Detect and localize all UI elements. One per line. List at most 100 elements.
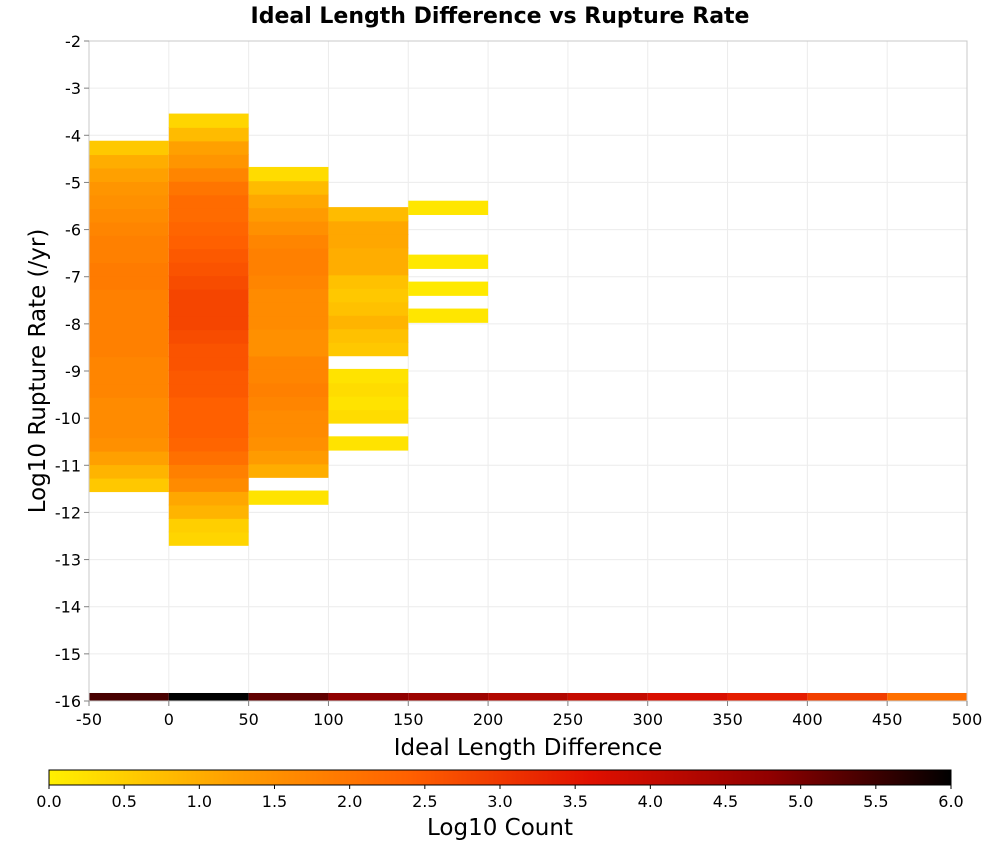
heatmap-cells [89, 113, 489, 546]
heatmap-cell [248, 382, 329, 397]
x-tick-label: 300 [632, 710, 663, 729]
heatmap-cell [89, 396, 169, 412]
heatmap-cell [168, 140, 249, 155]
colorbar-tick-label: 5.5 [863, 792, 888, 811]
heatmap-cell [168, 275, 249, 290]
colorbar-tick-label: 5.0 [788, 792, 813, 811]
heatmap-cell [248, 450, 329, 465]
heatmap-cell [248, 234, 329, 249]
heatmap-cell [89, 248, 169, 263]
y-tick-label: -11 [55, 456, 81, 475]
x-axis-ticks: -50 0 50 100 150 200 250 300 350 400 450 500 [76, 701, 982, 729]
heatmap-cell [168, 261, 249, 277]
heatmap-cell [168, 423, 249, 438]
heatmap-cell [168, 356, 249, 371]
heatmap-cell [168, 194, 249, 209]
x-tick-label: 0 [164, 710, 174, 729]
chart-title: Ideal Length Difference vs Rupture Rate [251, 4, 750, 29]
heatmap-cell [89, 356, 169, 371]
heatmap-cell [168, 167, 249, 182]
heatmap-cell [408, 200, 489, 215]
heatmap-cell [168, 234, 249, 250]
heatmap-cell [328, 207, 409, 222]
heatmap-cell [89, 329, 169, 344]
heatmap-cell [328, 395, 409, 411]
x-axis-title: Ideal Length Difference [394, 735, 663, 761]
heatmap-cell [248, 274, 329, 290]
heatmap-cell [168, 531, 249, 546]
strip-cell [248, 692, 329, 701]
y-tick-label: -15 [55, 645, 81, 664]
heatmap-cell [89, 437, 169, 452]
y-tick-label: -4 [65, 126, 81, 145]
heatmap-cell [89, 423, 169, 439]
y-tick-label: -16 [55, 692, 81, 711]
heatmap-cell [168, 410, 249, 425]
strip-cell [168, 692, 249, 701]
heatmap-cell [89, 194, 169, 209]
y-tick-label: -6 [65, 221, 81, 240]
heatmap-cell [328, 301, 409, 316]
y-tick-label: -5 [65, 173, 81, 192]
colorbar-tick-label: 3.0 [487, 792, 512, 811]
y-tick-label: -8 [65, 315, 81, 334]
heatmap-cell [328, 341, 409, 357]
heatmap-cell [89, 221, 169, 236]
heatmap-cell [328, 234, 409, 249]
strip-cell [408, 692, 489, 701]
heatmap-cell [89, 140, 169, 156]
x-tick-label: 250 [553, 710, 584, 729]
heatmap-cell [89, 302, 169, 317]
y-tick-label: -2 [65, 32, 81, 51]
x-tick-label: 100 [313, 710, 344, 729]
heatmap-cell [248, 423, 329, 438]
colorbar-tick-label: 1.5 [262, 792, 287, 811]
y-tick-label: -12 [55, 503, 81, 522]
y-axis-title: Log10 Rupture Rate (/yr) [25, 229, 51, 514]
colorbar-tick-label: 4.0 [638, 792, 663, 811]
strip-cell [89, 692, 169, 701]
strip-cell [567, 692, 648, 701]
colorbar-tick-label: 0.0 [36, 792, 61, 811]
strip-cell [807, 692, 888, 701]
heatmap-cell [168, 221, 249, 236]
heatmap-cell [248, 207, 329, 222]
heatmap-cell [328, 261, 409, 276]
heatmap-cell [328, 436, 409, 451]
heatmap-cell [248, 288, 329, 303]
y-tick-label: -7 [65, 268, 81, 287]
colorbar-tick-label: 2.0 [337, 792, 362, 811]
heatmap-cell [408, 254, 489, 269]
y-tick-label: -10 [55, 409, 81, 428]
heatmap-cell [89, 208, 169, 223]
heatmap-cell [89, 262, 169, 277]
x-tick-label: 150 [393, 710, 424, 729]
heatmap-cell [168, 369, 249, 385]
colorbar [48, 769, 952, 786]
heatmap-cell [89, 410, 169, 425]
x-tick-label: 50 [238, 710, 258, 729]
heatmap-cell [168, 154, 249, 169]
colorbar-tick-label: 6.0 [938, 792, 963, 811]
colorbar-tick-label: 0.5 [111, 792, 136, 811]
heatmap-cell [168, 342, 249, 358]
heatmap-cell [248, 463, 329, 478]
heatmap-cell [89, 342, 169, 358]
heatmap-cell [168, 315, 249, 331]
heatmap-cell [328, 247, 409, 262]
y-tick-label: -14 [55, 598, 81, 617]
x-tick-label: 500 [952, 710, 983, 729]
heatmap-cell [89, 167, 169, 182]
heatmap-cell [89, 181, 169, 196]
heatmap-cell [89, 464, 169, 479]
heatmap-cell [248, 247, 329, 263]
x-tick-label: 200 [473, 710, 504, 729]
heatmap-cell [328, 368, 409, 384]
heatmap-cell [168, 127, 249, 142]
heatmap-cell [168, 477, 249, 492]
x-tick-label: 450 [872, 710, 903, 729]
heatmap-cell [328, 274, 409, 289]
colorbar-ticks: 0.0 0.5 1.0 1.5 2.0 2.5 3.0 3.5 4.0 4.5 5.0 5.5 6.0 [36, 785, 964, 811]
bottom-strip [89, 692, 967, 701]
